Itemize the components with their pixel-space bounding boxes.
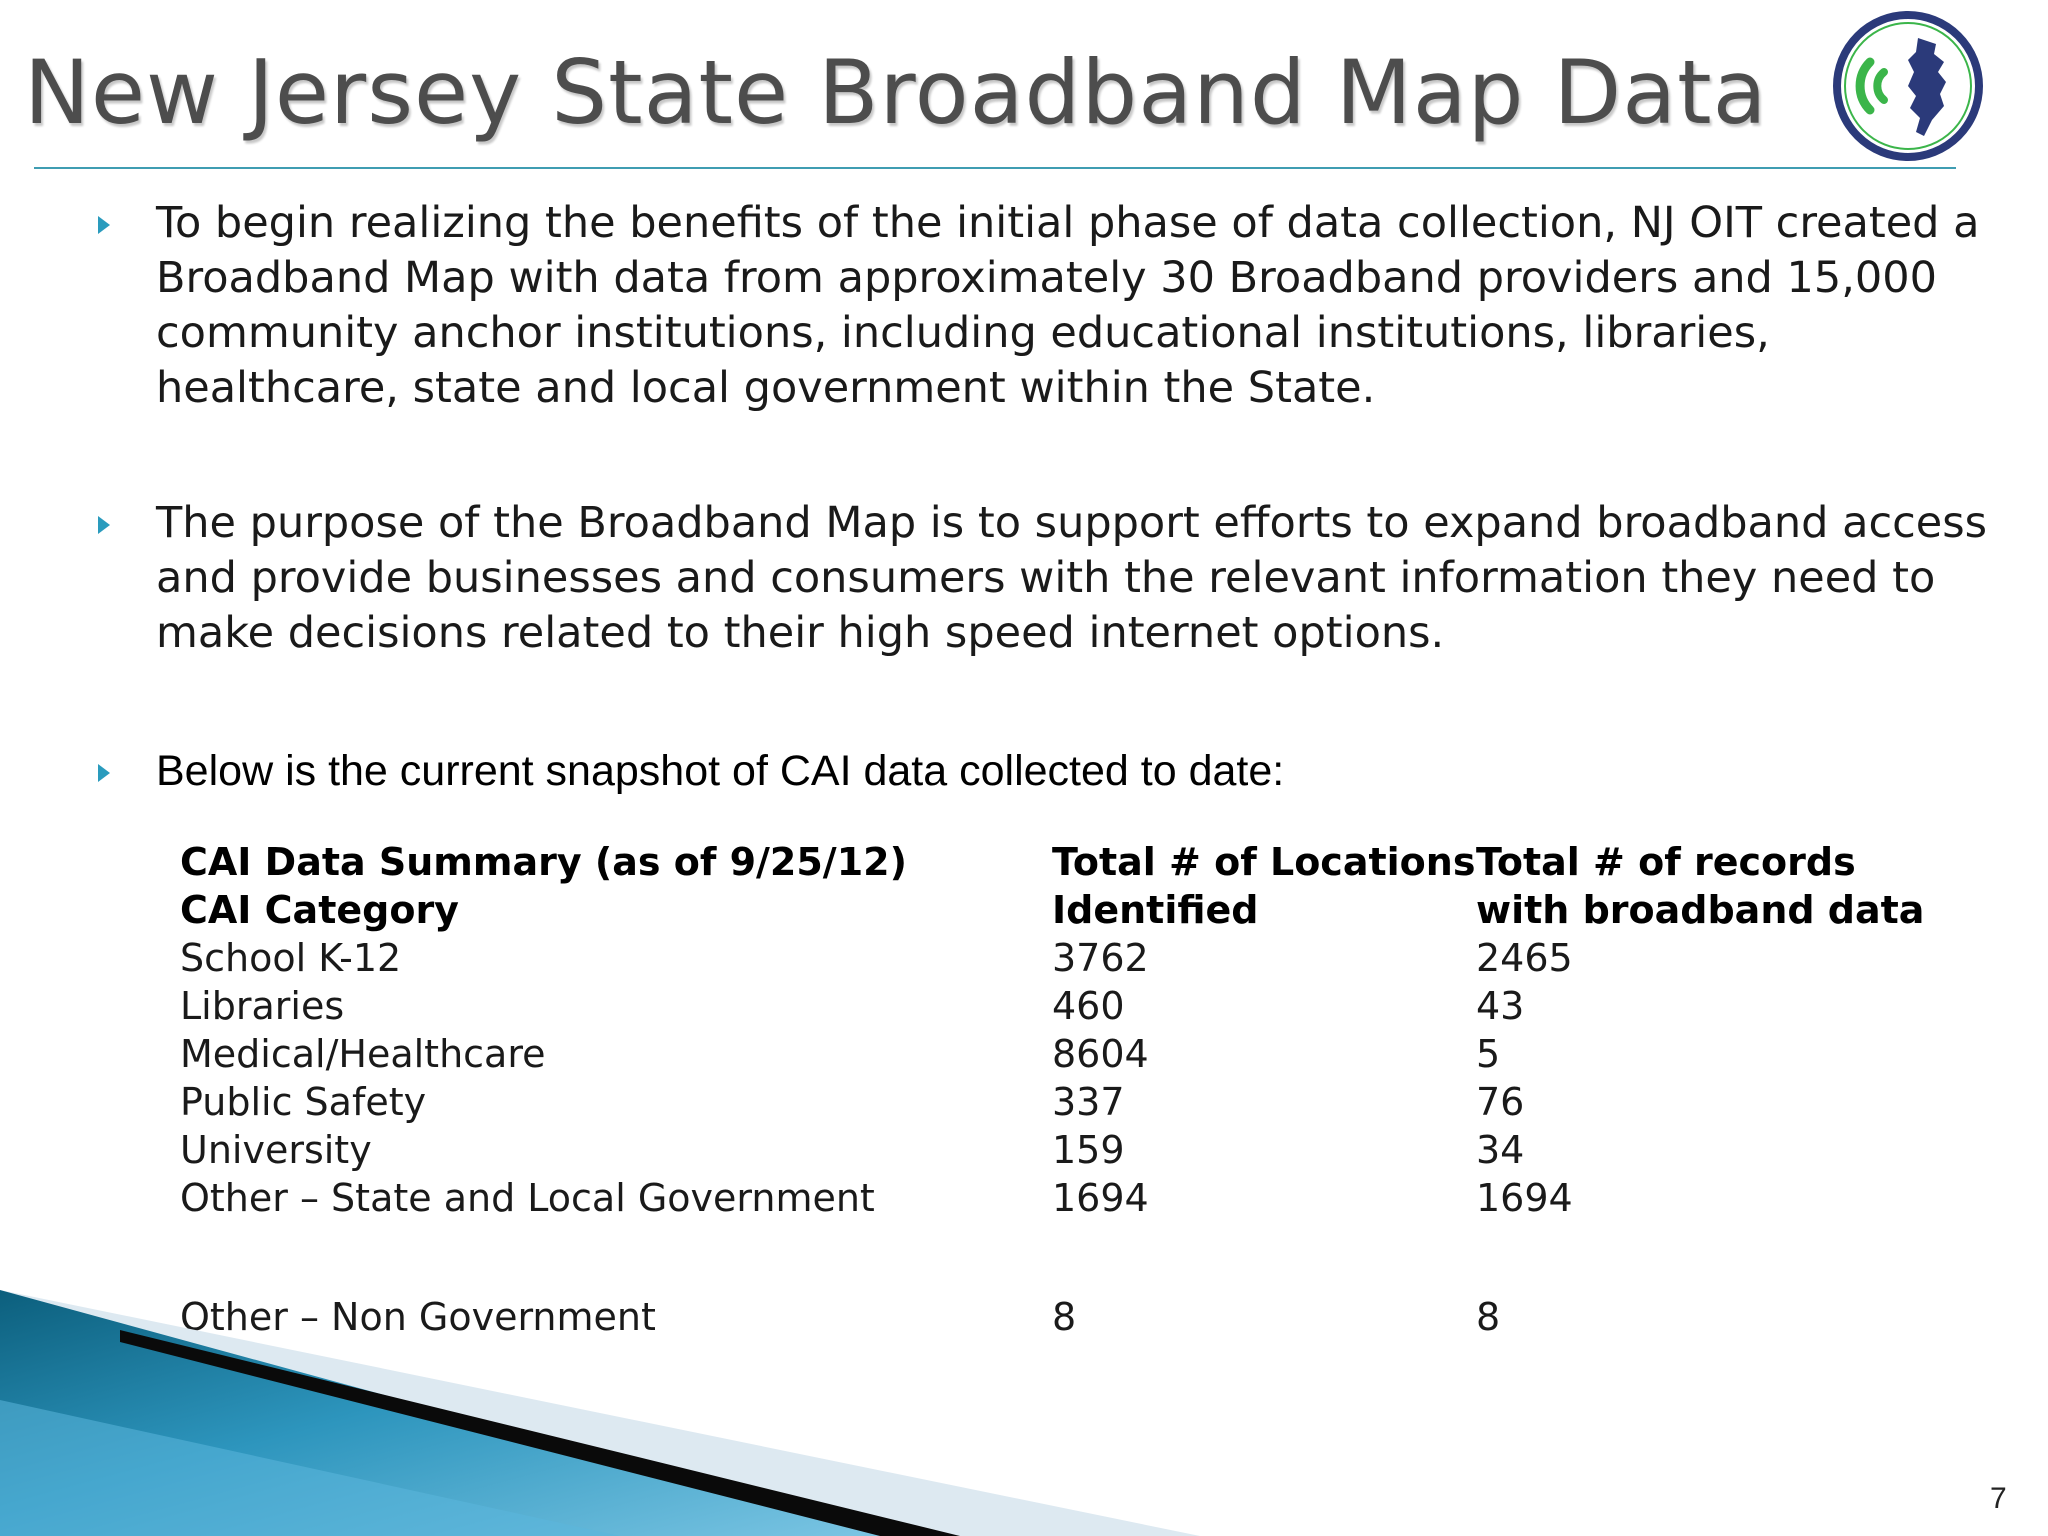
table-header-cell: Total # of Locations xyxy=(1052,840,1476,884)
table-cell: 3762 xyxy=(1052,936,1149,980)
table-cell: 43 xyxy=(1476,984,1525,1028)
table-header-row: CAI Data Summary (as of 9/25/12) Total #… xyxy=(180,838,1976,886)
table-row: Medical/Healthcare 8604 5 xyxy=(180,1030,1976,1078)
table-cell: Medical/Healthcare xyxy=(180,1032,546,1076)
table-cell: 2465 xyxy=(1476,936,1573,980)
table-cell: 8 xyxy=(1476,1295,1501,1339)
table-cell: 34 xyxy=(1476,1128,1525,1172)
table-cell: Other – State and Local Government xyxy=(180,1176,875,1220)
bullet-text-3: Below is the current snapshot of CAI dat… xyxy=(156,747,1285,795)
table-cell: 5 xyxy=(1476,1032,1501,1076)
table-cell: 76 xyxy=(1476,1080,1525,1124)
nj-broadband-logo-icon xyxy=(1833,11,1983,161)
table-header-cell: Total # of records xyxy=(1476,840,1856,884)
table-cell: Public Safety xyxy=(180,1080,427,1124)
table-header-cell: CAI Data Summary (as of 9/25/12) xyxy=(180,840,907,884)
slide-title: New Jersey State Broadband Map Data xyxy=(24,41,1768,144)
table-header-cell: with broadband data xyxy=(1476,888,1925,932)
table-row: School K-12 3762 2465 xyxy=(180,934,1976,982)
triangle-bullet-icon xyxy=(98,216,110,234)
page-number: 7 xyxy=(1990,1482,2007,1515)
table-cell: University xyxy=(180,1128,372,1172)
cai-summary-table: CAI Data Summary (as of 9/25/12) Total #… xyxy=(180,838,1976,1341)
table-cell: 1694 xyxy=(1476,1176,1573,1220)
table-cell: 460 xyxy=(1052,984,1125,1028)
table-cell: 337 xyxy=(1052,1080,1125,1124)
table-header-cell: CAI Category xyxy=(180,888,459,932)
bullet-text-1: To begin realizing the benefits of the i… xyxy=(156,198,1980,413)
table-cell: School K-12 xyxy=(180,936,402,980)
table-cell xyxy=(180,1222,1052,1293)
decorative-wave-graphic xyxy=(0,1290,1200,1536)
table-cell: 159 xyxy=(1052,1128,1125,1172)
triangle-bullet-icon xyxy=(98,764,110,782)
title-divider xyxy=(34,167,1956,169)
table-cell: 8604 xyxy=(1052,1032,1149,1076)
table-cell: 8 xyxy=(1052,1295,1077,1339)
table-cell xyxy=(1052,1222,1476,1293)
table-header-row: CAI Category Identified with broadband d… xyxy=(180,886,1976,934)
table-row: Other – Non Government 8 8 xyxy=(180,1293,1976,1341)
table-cell xyxy=(1476,1222,1976,1293)
table-row: University 159 34 xyxy=(180,1126,1976,1174)
table-cell: Libraries xyxy=(180,984,345,1028)
bullet-text-2: The purpose of the Broadband Map is to s… xyxy=(156,498,1988,658)
triangle-bullet-icon xyxy=(98,516,110,534)
table-row: Other – State and Local Government 1694 … xyxy=(180,1174,1976,1222)
table-spacer-row xyxy=(180,1222,1976,1293)
table-cell: 1694 xyxy=(1052,1176,1149,1220)
table-header-cell: Identified xyxy=(1052,888,1259,932)
table-row: Libraries 460 43 xyxy=(180,982,1976,1030)
table-row: Public Safety 337 76 xyxy=(180,1078,1976,1126)
table-cell: Other – Non Government xyxy=(180,1295,656,1339)
